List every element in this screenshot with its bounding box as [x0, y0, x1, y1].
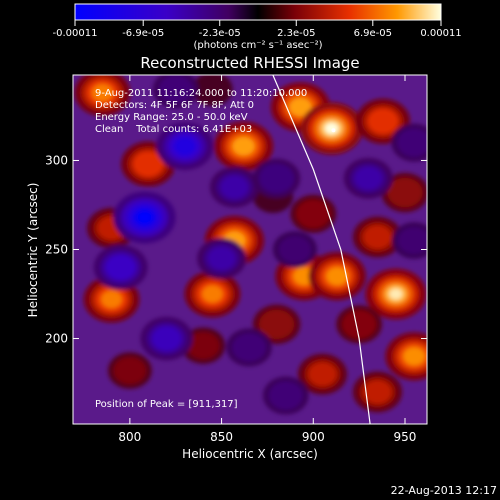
annotation-counts: Clean Total counts: 6.41E+03 — [95, 124, 252, 135]
contour-level — [258, 309, 295, 340]
contour-level — [268, 381, 303, 410]
emission-blob — [272, 231, 317, 268]
x-tick-label: 800 — [118, 430, 141, 444]
contour-level — [363, 225, 392, 249]
y-tick-label: 300 — [45, 153, 68, 167]
contour-level — [101, 290, 122, 309]
annotation-detectors: Detectors: 4F 5F 6F 7F 8F, Att 0 — [95, 100, 254, 111]
emission-blob — [192, 75, 233, 107]
emission-blob — [107, 352, 152, 389]
contour-level — [186, 331, 220, 360]
emission-blob — [197, 238, 247, 279]
emission-blob — [93, 244, 148, 290]
y-tick-label: 250 — [45, 243, 68, 257]
contour-level — [192, 75, 233, 107]
x-tick-label: 900 — [302, 430, 325, 444]
contour-level — [151, 326, 182, 351]
emission-blob — [381, 172, 427, 213]
colorbar-tick-label: -2.3e-05 — [199, 28, 241, 39]
contour-level — [397, 226, 427, 255]
peak-position-label: Position of Peak = [911,317] — [95, 399, 238, 410]
emission-blob — [300, 102, 363, 155]
contour-level — [342, 309, 377, 339]
contour-level — [91, 84, 113, 102]
emission-blob — [113, 191, 176, 244]
contour-level — [174, 137, 196, 156]
x-axis-label: Heliocentric X (arcsec) — [182, 447, 318, 461]
contour-level — [113, 356, 147, 385]
solar-limb-line — [272, 75, 371, 424]
contour-level — [133, 151, 164, 177]
contour-level — [158, 75, 193, 104]
contour-level — [326, 267, 348, 286]
emission-blob — [290, 194, 337, 233]
contour-level — [367, 108, 399, 134]
contour-level — [387, 177, 423, 208]
annotation-time: 9-Aug-2011 11:16:24.000 to 11:20:10.000 — [95, 88, 307, 99]
contour-level — [308, 362, 337, 386]
emission-blob — [392, 222, 427, 259]
contour-level — [105, 254, 136, 281]
colorbar-tick-label: -6.9e-05 — [122, 28, 164, 39]
emission-blob — [252, 158, 301, 198]
emission-blob — [214, 121, 274, 171]
chart-title: Reconstructed RHESSI Image — [140, 54, 359, 72]
y-tick-label: 200 — [45, 332, 68, 346]
colorbar-tick-label: 2.3e-05 — [277, 28, 315, 39]
emission-blob — [74, 75, 131, 116]
contour-level — [231, 333, 267, 362]
heatmap — [73, 75, 427, 424]
contour-level — [220, 175, 249, 199]
emission-blob — [209, 166, 259, 208]
emission-blob — [365, 268, 427, 320]
x-tick-label: 850 — [210, 430, 233, 444]
emission-blob — [83, 276, 140, 323]
contour-level — [201, 285, 223, 303]
peak-marker — [331, 128, 336, 133]
emission-blob — [352, 216, 402, 258]
info-annotations: 9-Aug-2011 11:16:24.000 to 11:20:10.000 … — [95, 88, 307, 410]
contour-level — [397, 128, 427, 157]
contour-level — [207, 246, 236, 270]
colorbar-tick-label: -0.00011 — [53, 28, 98, 39]
emission-blob — [140, 316, 193, 361]
emission-blob — [297, 353, 347, 395]
emission-blob — [391, 123, 427, 162]
emission-blob — [385, 332, 427, 381]
x-tick-label: 950 — [394, 430, 417, 444]
emission-blob — [343, 157, 393, 199]
contour-level — [289, 97, 312, 117]
emission-blob — [352, 371, 402, 413]
colorbar-unit-label: (photons cm⁻² s⁻¹ asec⁻²) — [193, 40, 322, 51]
contour-level — [137, 211, 152, 224]
colorbar-tick-label: 6.9e-05 — [354, 28, 392, 39]
colorbar-gradient — [75, 4, 441, 20]
contour-level — [363, 380, 392, 404]
x-axis: 800 850 900 950 — [118, 75, 416, 444]
y-axis-label: Heliocentric Y (arcsec) — [26, 183, 40, 318]
annotation-energy: Energy Range: 25.0 - 50.0 keV — [95, 112, 248, 123]
colorbar-tick-label: 0.00011 — [420, 28, 461, 39]
colorbar: -0.00011 -6.9e-05 -2.3e-05 2.3e-05 6.9e-05 0.… — [53, 3, 462, 51]
emission-blob — [184, 270, 241, 318]
emission-blob — [262, 376, 309, 415]
emission-blob — [308, 252, 366, 301]
emission-blob — [355, 98, 410, 144]
contour-level — [354, 166, 383, 190]
contour-level — [232, 137, 255, 156]
footer-timestamp: 22-Aug-2013 12:17 — [391, 484, 497, 497]
contour-level — [389, 288, 403, 300]
contour-level — [296, 199, 331, 229]
contour-level — [258, 163, 295, 194]
contour-level — [403, 347, 425, 366]
emission-blob — [156, 122, 214, 171]
emission-blob — [336, 305, 382, 344]
y-axis: 200 250 300 — [45, 153, 427, 346]
emission-blob — [152, 75, 199, 109]
contour-level — [278, 235, 312, 264]
colorbar-frame — [74, 3, 442, 21]
contour-level — [324, 122, 339, 135]
emission-blob — [226, 328, 272, 367]
